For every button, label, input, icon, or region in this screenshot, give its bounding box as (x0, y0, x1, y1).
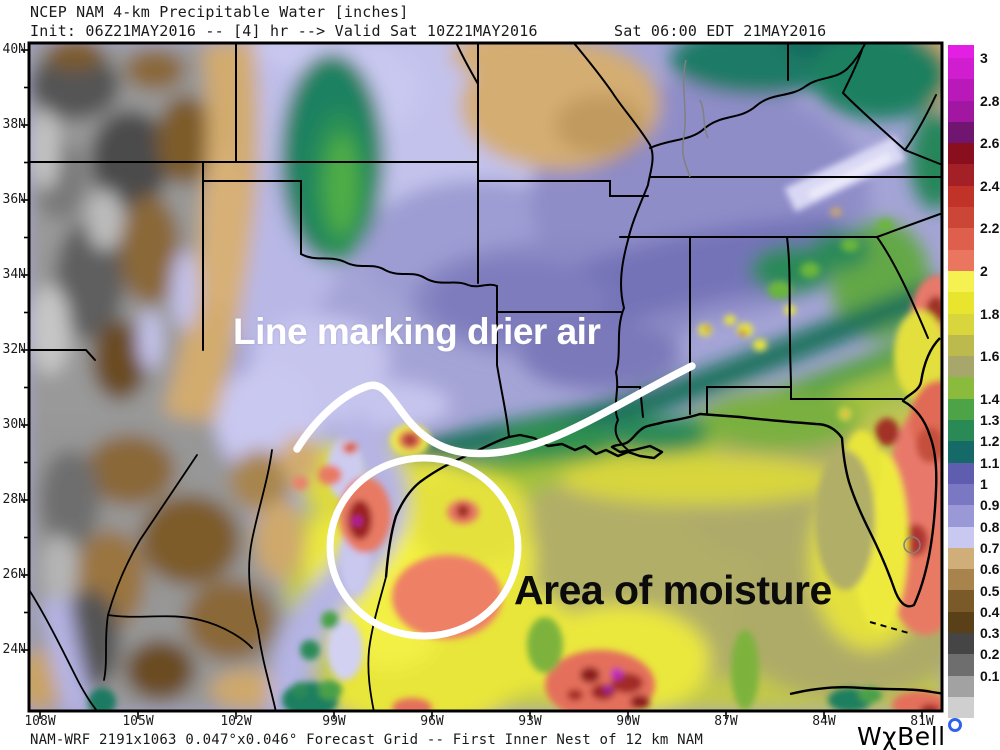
lon-label: 102W (220, 714, 252, 729)
colorbar-segment (948, 398, 974, 421)
colorbar-label: 0.9 (980, 497, 1000, 514)
colorbar-segment (948, 121, 974, 144)
colorbar-segment (948, 334, 974, 357)
lon-label: 108W (24, 714, 56, 729)
colorbar-segment (948, 420, 974, 442)
moisture-circle (326, 454, 522, 640)
lon-label: 93W (518, 714, 542, 729)
lat-label: 28N (2, 492, 26, 507)
colorbar-label: 1.6 (980, 348, 1000, 365)
local-time-text: Sat 06:00 EDT 21MAY2016 (614, 22, 827, 40)
annotation-shapes (293, 362, 696, 640)
colorbar-label: 0.8 (980, 518, 1000, 535)
colorbar-segment (948, 654, 974, 676)
drier-air-label: Line marking drier air (233, 311, 601, 352)
colorbar-label: 2.6 (980, 135, 1000, 152)
lon-label: 90W (616, 714, 640, 729)
colorbar-segment (948, 547, 974, 570)
mexico-borders (29, 449, 387, 711)
drier-air-line (293, 362, 696, 458)
map-frame (27, 41, 944, 713)
colorbar-segment (948, 185, 974, 208)
colorbar-segment (948, 79, 974, 101)
colorbar-label: 2.8 (980, 92, 1000, 109)
colorbar-label: 0.1 (980, 667, 1000, 684)
lon-label: 96W (420, 714, 444, 729)
lon-label: 87W (714, 714, 738, 729)
colorbar-segment (948, 143, 974, 165)
pw-field (29, 43, 942, 711)
lon-label: 105W (122, 714, 154, 729)
weatherbell-logo-text: WχBell (857, 722, 946, 750)
colorbar-segment (948, 164, 974, 186)
weatherbell-logo: WχBell (857, 718, 962, 750)
colorbar-label: 0.5 (980, 582, 1000, 599)
colorbar-label: 3 (980, 50, 988, 66)
degree-ring-icon (947, 718, 962, 732)
colorbar-segment (948, 207, 974, 229)
lat-label: 40N (2, 42, 26, 57)
colorbar-segment (948, 696, 974, 719)
colorbar-label: 1.4 (980, 390, 1000, 407)
colorbar-label: 1.1 (980, 454, 1000, 471)
lat-label: 38N (2, 117, 26, 132)
colorbar-segment (948, 675, 974, 697)
colorbar-segment (948, 249, 974, 271)
lat-label: 34N (2, 267, 26, 282)
colorbar-segment (948, 313, 974, 335)
colorbar-legend: 3 2.8 2.6 2.4 2.2 2 1.8 1.6 1.4 1.3 1.2 1.1 1 0.9 0.8 0… (948, 45, 1000, 719)
lat-label: 32N (2, 342, 26, 357)
rivers (681, 59, 921, 554)
colorbar-segment (948, 270, 974, 293)
colorbar-segment (948, 633, 974, 655)
map-title: NCEP NAM 4-km Precipitable Water [inches… (30, 3, 409, 21)
lat-label: 24N (2, 642, 26, 657)
coastline (384, 337, 942, 696)
colorbar-label: 1.3 (980, 412, 1000, 429)
colorbar-label: 2.4 (980, 177, 1000, 194)
colorbar-segment (948, 611, 974, 634)
grid-info-text: NAM-WRF 2191x1063 0.047°x0.046° Forecast… (30, 732, 704, 748)
colorbar-segment (948, 462, 974, 484)
colorbar-segment (948, 228, 974, 250)
colorbar-label: 1 (980, 476, 988, 492)
init-valid-text: Init: 06Z21MAY2016 -- [4] hr --> Valid S… (30, 22, 538, 40)
lon-label: 84W (812, 714, 836, 729)
colorbar-segment (948, 45, 974, 58)
colorbar-label: 1.2 (980, 433, 1000, 450)
colorbar-label: 1.8 (980, 305, 1000, 322)
colorbar-segment (948, 441, 974, 463)
colorbar-segment (948, 58, 974, 80)
colorbar-gradient (948, 45, 974, 719)
axis-ticks (21, 49, 923, 719)
colorbar-segment (948, 100, 974, 122)
colorbar-segment (948, 377, 974, 399)
moisture-label: Area of moisture (514, 567, 832, 613)
colorbar-segment (948, 569, 974, 591)
lon-label: 99W (322, 714, 346, 729)
colorbar-label: 2.2 (980, 220, 1000, 237)
lat-label: 30N (2, 417, 26, 432)
colorbar-segment (948, 505, 974, 527)
lat-label: 36N (2, 192, 26, 207)
colorbar-segment (948, 292, 974, 314)
colorbar-segment (948, 590, 974, 612)
colorbar-label: 0.6 (980, 561, 1000, 578)
colorbar-label: 2 (980, 263, 988, 279)
colorbar-segment (948, 483, 974, 506)
lat-label: 26N (2, 567, 26, 582)
colorbar-label: 0.3 (980, 625, 1000, 642)
colorbar-label: 0.7 (980, 539, 1000, 556)
colorbar-label: 0.4 (980, 603, 1000, 620)
colorbar-label: 0.2 (980, 646, 1000, 663)
colorbar-segment (948, 526, 974, 548)
lon-label: 81W (910, 714, 934, 729)
colorbar-segment (948, 356, 974, 378)
